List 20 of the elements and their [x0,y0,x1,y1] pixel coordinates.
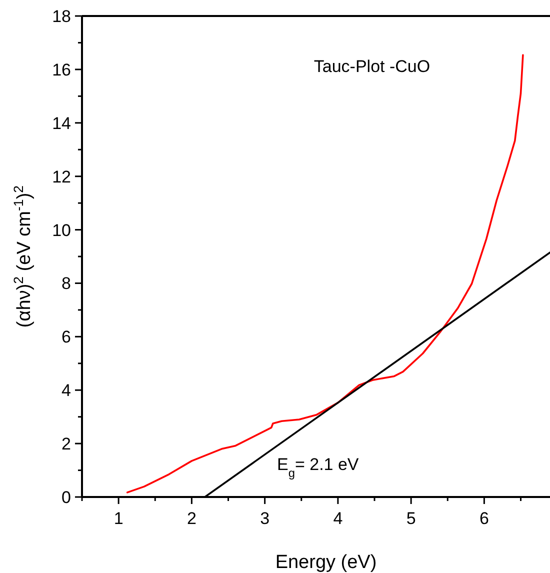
y-tick-label: 2 [62,434,71,454]
x-tick-label: 5 [406,509,416,528]
x-tick-label: 6 [479,509,489,528]
x-tick-label: 3 [260,509,270,528]
line-series [126,54,524,494]
x-tick-label: 4 [333,509,343,528]
annotation: E$_{g}$= 2.1 eV [277,455,360,480]
text: Tauc-Plot -CuO [314,57,430,76]
y-tick-label: 18 [52,7,71,26]
y-tick-label: 12 [52,167,71,186]
y-tick-label: 4 [62,381,71,400]
y-tick-label: 10 [52,220,71,240]
x-tick-label: 1 [114,509,124,528]
y-tick-label: 8 [62,274,71,294]
y-tick-label: 16 [52,60,71,80]
y-tick-label: 6 [62,328,71,347]
x-axis-title: Energy (eV) [275,552,377,573]
y-tick-label: 0 [62,488,71,507]
y-tick-label: 14 [52,114,71,133]
x-tick-label: 2 [186,509,196,528]
